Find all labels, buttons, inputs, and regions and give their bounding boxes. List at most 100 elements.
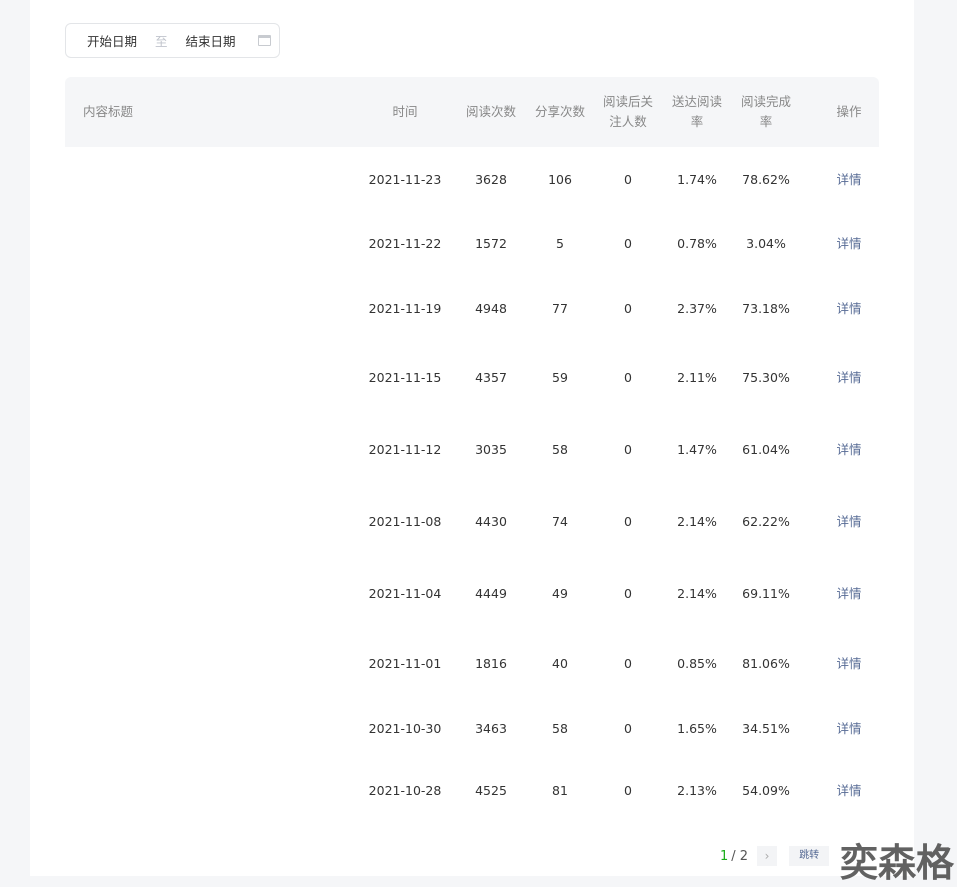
cell-follows: 0 [624, 236, 632, 251]
detail-link[interactable]: 详情 [836, 655, 862, 671]
calendar-icon[interactable] [257, 35, 271, 46]
cell-delivery-rate: 2.11% [677, 370, 717, 385]
header-title: 内容标题 [83, 104, 134, 119]
header-reads: 阅读次数 [465, 104, 517, 119]
cell-reads: 4449 [475, 586, 507, 601]
table-row: 2021-10-28 4525 81 0 2.13% 54.09% 详情 [65, 760, 879, 822]
table-header: 内容标题 时间 阅读次数 分享次数 阅读后关 注人数 送达阅读 率 阅读完成 率… [65, 77, 879, 147]
detail-link[interactable]: 详情 [836, 236, 862, 251]
cell-shares: 58 [552, 442, 568, 457]
cell-reads: 4525 [475, 783, 507, 798]
header-follows: 阅读后关 注人数 [602, 94, 654, 129]
table-row: 2021-11-15 4357 59 0 2.11% 75.30% 详情 [65, 342, 879, 414]
cell-delivery-rate: 2.37% [677, 300, 717, 316]
cell-date: 2021-11-15 [368, 370, 442, 385]
cell-delivery-rate: 1.47% [677, 442, 717, 457]
next-page-button[interactable]: › [757, 846, 778, 866]
cell-completion-rate: 75.30% [742, 370, 790, 385]
cell-delivery-rate: 2.13% [677, 783, 717, 798]
table-row: 2021-11-04 4449 49 0 2.14% 69.11% 详情 [65, 558, 879, 630]
detail-link[interactable]: 详情 [836, 442, 862, 457]
total-pages: / 2 [731, 848, 749, 864]
cell-shares: 40 [552, 655, 568, 671]
cell-completion-rate: 34.51% [742, 720, 790, 736]
header-date: 时间 [392, 104, 418, 119]
jump-button[interactable]: 跳转 [789, 846, 830, 866]
cell-date: 2021-11-12 [368, 442, 442, 457]
detail-link[interactable]: 详情 [836, 586, 862, 601]
table-row: 2021-11-08 4430 74 0 2.14% 62.22% 详情 [65, 486, 879, 558]
cell-completion-rate: 3.04% [746, 236, 786, 251]
table-row: 2021-11-01 1816 40 0 0.85% 81.06% 详情 [65, 630, 879, 697]
cell-follows: 0 [624, 300, 632, 316]
header-action: 操作 [836, 104, 862, 119]
cell-follows: 0 [624, 720, 632, 736]
cell-date: 2021-11-08 [368, 514, 442, 529]
cell-delivery-rate: 1.65% [677, 720, 717, 736]
cell-reads: 4357 [475, 370, 507, 385]
table-row: 2021-11-23 3628 106 0 1.74% 78.62% 详情 [65, 147, 879, 213]
detail-link[interactable]: 详情 [836, 514, 862, 529]
table-row: 2021-11-12 3035 58 0 1.47% 61.04% 详情 [65, 414, 879, 486]
cell-delivery-rate: 0.85% [677, 655, 717, 671]
detail-link[interactable]: 详情 [836, 720, 862, 736]
cell-follows: 0 [624, 783, 632, 798]
cell-date: 2021-10-28 [368, 783, 442, 798]
cell-shares: 5 [556, 236, 564, 251]
header-shares: 分享次数 [534, 104, 586, 119]
cell-shares: 74 [552, 514, 568, 529]
cell-date: 2021-11-19 [368, 300, 442, 316]
header-completion-rate: 阅读完成 率 [740, 94, 792, 129]
table-row: 2021-11-22 1572 5 0 0.78% 3.04% 详情 [65, 213, 879, 275]
start-date-input[interactable]: 开始日期 [87, 34, 138, 49]
header-delivery-rate: 送达阅读 率 [671, 94, 723, 129]
cell-delivery-rate: 2.14% [677, 586, 717, 601]
cell-follows: 0 [624, 586, 632, 601]
cell-follows: 0 [624, 514, 632, 529]
cell-completion-rate: 54.09% [742, 783, 790, 798]
date-separator: 至 [155, 34, 168, 49]
end-date-input[interactable]: 结束日期 [185, 34, 236, 49]
detail-link[interactable]: 详情 [836, 783, 862, 798]
table-row: 2021-10-30 3463 58 0 1.65% 34.51% 详情 [65, 697, 879, 760]
cell-shares: 81 [552, 783, 568, 798]
pagination: 1 / 2 › 跳转 [720, 846, 830, 866]
cell-shares: 58 [552, 720, 568, 736]
cell-completion-rate: 78.62% [742, 172, 790, 187]
cell-reads: 4948 [475, 300, 507, 316]
cell-reads: 3463 [475, 720, 507, 736]
cell-follows: 0 [624, 442, 632, 457]
current-page: 1 [720, 848, 729, 864]
cell-reads: 3035 [475, 442, 507, 457]
cell-follows: 0 [624, 172, 632, 187]
watermark: 奕森格 [840, 841, 955, 885]
detail-link[interactable]: 详情 [836, 172, 862, 187]
table-row: 2021-11-19 4948 77 0 2.37% 73.18% 详情 [65, 275, 879, 342]
cell-date: 2021-11-04 [368, 586, 442, 601]
cell-date: 2021-11-22 [368, 236, 442, 251]
cell-completion-rate: 61.04% [742, 442, 790, 457]
cell-date: 2021-11-23 [368, 172, 442, 187]
cell-delivery-rate: 0.78% [677, 236, 717, 251]
cell-shares: 49 [552, 586, 568, 601]
date-range-picker[interactable]: 开始日期 至 结束日期 [65, 23, 280, 58]
cell-completion-rate: 69.11% [742, 586, 790, 601]
cell-date: 2021-11-01 [368, 655, 442, 671]
cell-follows: 0 [624, 655, 632, 671]
cell-completion-rate: 62.22% [742, 514, 790, 529]
cell-completion-rate: 73.18% [742, 300, 790, 316]
detail-link[interactable]: 详情 [836, 370, 862, 385]
cell-follows: 0 [624, 370, 632, 385]
cell-shares: 59 [552, 370, 568, 385]
cell-completion-rate: 81.06% [742, 655, 790, 671]
cell-shares: 106 [548, 172, 572, 187]
detail-link[interactable]: 详情 [836, 300, 862, 316]
cell-delivery-rate: 1.74% [677, 172, 717, 187]
table-body: 2021-11-23 3628 106 0 1.74% 78.62% 详情 2021-11-2… [65, 147, 879, 822]
cell-reads: 1816 [475, 655, 507, 671]
article-stats-table: 内容标题 时间 阅读次数 分享次数 阅读后关 注人数 送达阅读 率 阅读完成 率… [65, 77, 879, 822]
cell-reads: 4430 [475, 514, 507, 529]
cell-shares: 77 [552, 300, 568, 316]
cell-reads: 3628 [475, 172, 507, 187]
cell-delivery-rate: 2.14% [677, 514, 717, 529]
